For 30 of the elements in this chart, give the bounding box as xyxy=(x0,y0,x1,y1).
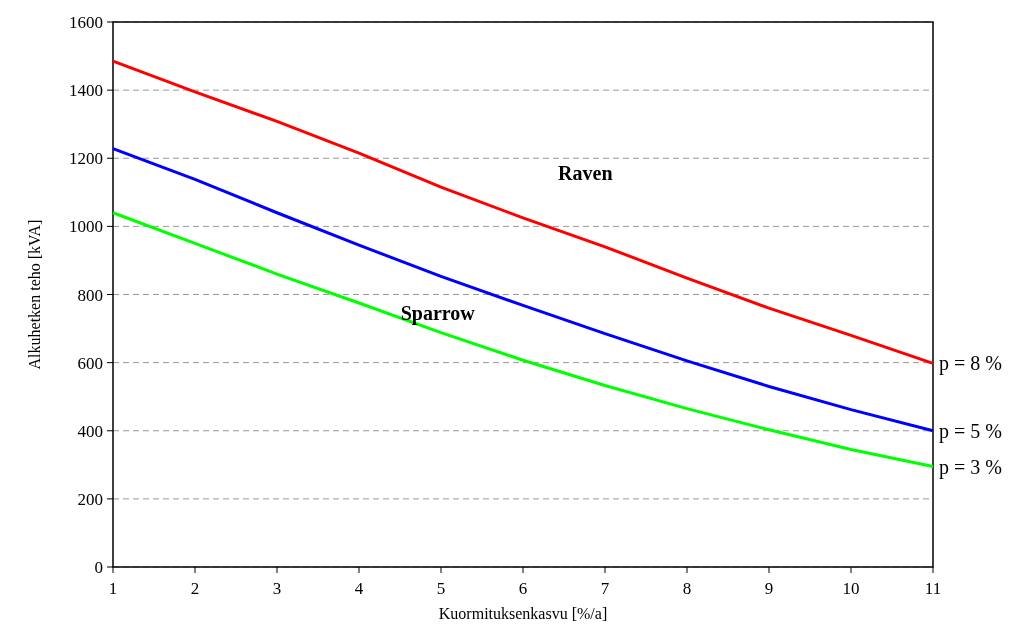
y-tick-label: 1400 xyxy=(69,81,103,101)
x-tick-label: 4 xyxy=(354,579,364,598)
x-tick-label: 7 xyxy=(600,579,610,598)
x-tick-label: 9 xyxy=(764,579,774,598)
y-tick-label: 1200 xyxy=(69,149,103,169)
x-tick-label: 2 xyxy=(190,579,200,598)
x-tick-label: 3 xyxy=(272,579,282,598)
series-label: p = 8 % xyxy=(939,352,1002,376)
y-tick-label: 1000 xyxy=(69,217,103,237)
x-tick-label: 10 xyxy=(842,579,860,598)
y-tick-label: 600 xyxy=(77,353,103,373)
y-tick-label: 0 xyxy=(94,558,103,577)
y-tick-label: 200 xyxy=(77,489,103,509)
annotation: Sparrow xyxy=(400,302,476,326)
x-axis-title: Kuormituksenkasvu [%/a] xyxy=(438,605,608,622)
x-tick-label: 5 xyxy=(436,579,446,598)
x-tick-label: 6 xyxy=(518,579,528,598)
y-tick-label: 1600 xyxy=(69,13,103,32)
x-tick-label: 11 xyxy=(924,579,942,598)
series-label: p = 5 % xyxy=(939,419,1002,443)
x-tick-label: 8 xyxy=(682,579,692,598)
x-tick-label: 1 xyxy=(108,579,118,598)
line-series xyxy=(111,59,935,365)
annotation: Raven xyxy=(558,162,613,185)
y-tick-label: 800 xyxy=(77,285,103,305)
y-axis-title: Alkuhetken teho [kVA] xyxy=(26,219,43,370)
line-series xyxy=(111,211,935,469)
line-series xyxy=(111,147,935,433)
series-label: p = 3 % xyxy=(939,455,1002,479)
y-tick-label: 400 xyxy=(77,421,103,441)
